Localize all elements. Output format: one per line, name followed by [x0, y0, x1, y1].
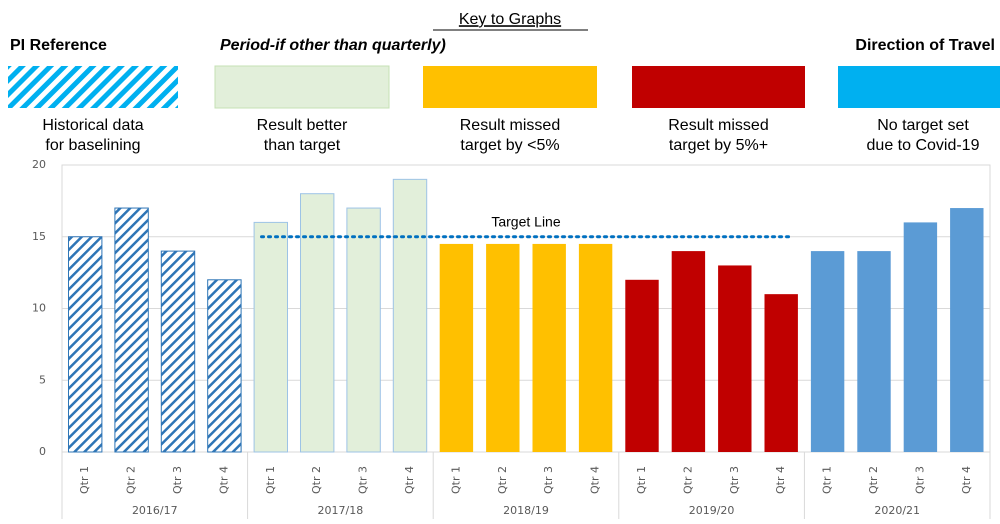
x-tick-label: Qtr 4	[217, 466, 230, 494]
x-tick-label: Qtr 3	[171, 466, 184, 494]
key-header: Direction of Travel	[855, 37, 995, 54]
y-tick-label: 15	[32, 230, 46, 243]
group-label: 2016/17	[132, 504, 178, 517]
key-header: Period-if other than quarterly)	[220, 37, 446, 54]
key-label: Historical data	[42, 117, 143, 134]
x-tick-label: Qtr 1	[821, 466, 834, 494]
bar	[532, 243, 566, 452]
x-tick-label: Qtr 1	[635, 466, 648, 494]
key-label: No target set	[877, 117, 969, 134]
key-label: than target	[264, 137, 341, 154]
group-label: 2019/20	[689, 504, 735, 517]
y-tick-label: 20	[32, 158, 46, 171]
bar	[718, 265, 752, 452]
bar	[207, 279, 242, 453]
bar	[903, 222, 938, 452]
x-tick-label: Qtr 4	[589, 466, 602, 494]
bar	[857, 251, 891, 452]
x-tick-label: Qtr 3	[357, 466, 370, 494]
x-tick-label: Qtr 3	[728, 466, 741, 494]
key-label: target by 5%+	[669, 137, 768, 154]
x-tick-label: Qtr 3	[913, 466, 926, 494]
key-label: Result better	[257, 117, 348, 134]
bar	[950, 208, 984, 452]
key-swatch	[423, 66, 597, 108]
target-label: Target Line	[491, 213, 560, 229]
x-tick-label: Qtr 4	[403, 466, 416, 494]
bar	[160, 250, 196, 453]
key-label: due to Covid-19	[867, 137, 980, 154]
x-tick-label: Qtr 4	[960, 466, 973, 494]
key-label: Result missed	[668, 117, 768, 134]
group-label: 2017/18	[318, 504, 364, 517]
bar	[67, 236, 103, 453]
x-tick-label: Qtr 1	[78, 466, 91, 494]
key-swatch	[838, 66, 1000, 108]
bar	[671, 251, 706, 452]
bar	[114, 207, 149, 453]
key-label: Result missed	[460, 117, 560, 134]
bar	[299, 193, 335, 453]
bar	[625, 279, 659, 452]
x-tick-label: Qtr 1	[264, 466, 277, 494]
bar	[253, 221, 289, 453]
bar	[764, 294, 798, 452]
key-swatch	[8, 66, 178, 108]
key-swatch	[214, 65, 390, 109]
key-label: target by <5%	[460, 137, 559, 154]
group-label: 2018/19	[503, 504, 549, 517]
y-tick-label: 0	[39, 445, 46, 458]
y-tick-label: 10	[32, 302, 46, 315]
x-tick-label: Qtr 2	[496, 466, 509, 494]
x-tick-label: Qtr 2	[681, 466, 694, 494]
y-tick-label: 5	[39, 373, 46, 386]
x-tick-label: Qtr 2	[125, 466, 138, 494]
key-header: PI Reference	[10, 37, 107, 54]
bar	[486, 243, 520, 452]
x-tick-label: Qtr 3	[542, 466, 555, 494]
x-tick-label: Qtr 1	[449, 466, 462, 494]
x-tick-label: Qtr 2	[867, 466, 880, 494]
key-label: for baselining	[45, 137, 140, 154]
key-swatch	[632, 66, 805, 108]
bar	[392, 178, 428, 453]
bar	[346, 207, 381, 453]
bar	[578, 243, 613, 452]
bar	[810, 251, 845, 452]
group-label: 2020/21	[874, 504, 920, 517]
bar	[439, 243, 474, 452]
x-tick-label: Qtr 4	[774, 466, 787, 494]
key-title: Key to Graphs	[459, 11, 561, 28]
x-tick-label: Qtr 2	[310, 466, 323, 494]
